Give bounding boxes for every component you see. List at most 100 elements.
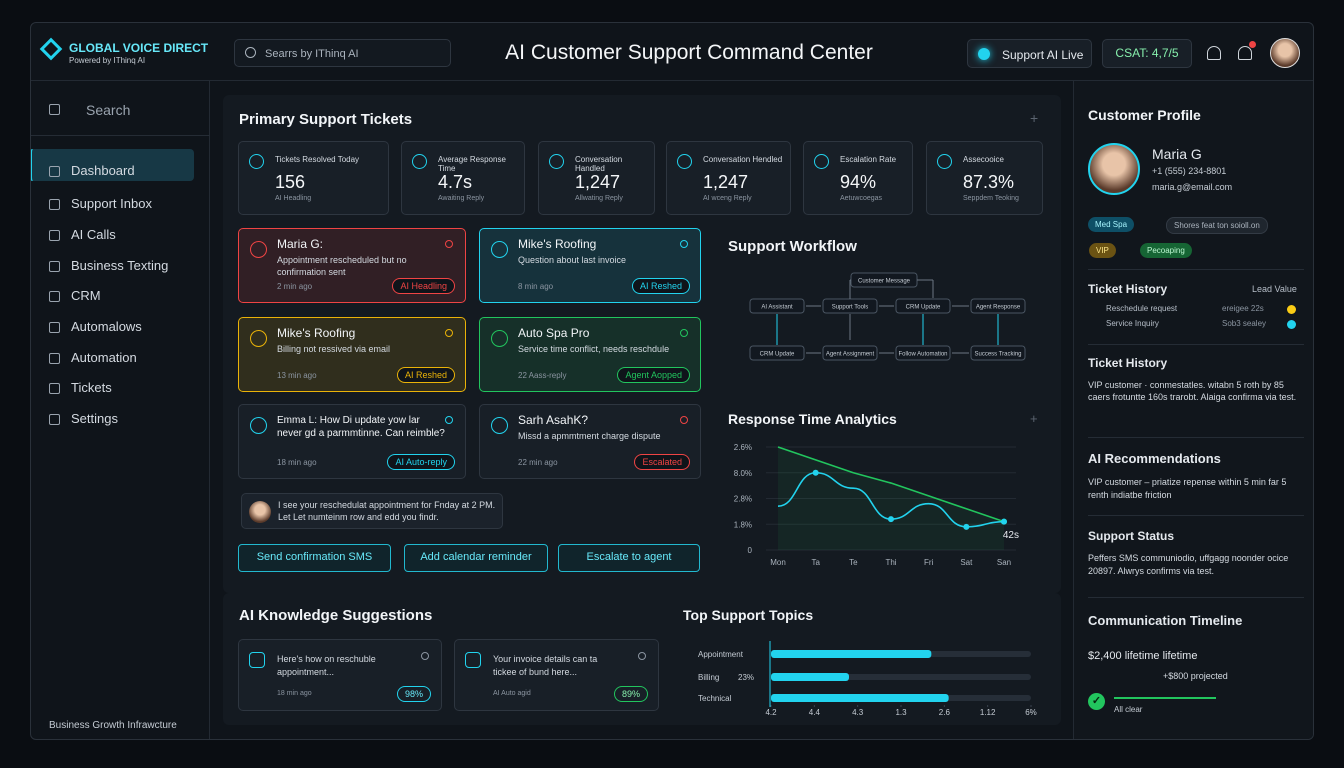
workflow-node [749,345,805,361]
ticket-card[interactable]: Maria G: Appointment rescheduled but no c… [238,228,466,303]
stat-value: 156 [275,172,306,192]
history-value: Sob3 sealey [1222,319,1267,328]
card-text: Here's how on reschuble appointment... [277,654,376,677]
nav-icon [49,261,60,272]
workflow-node [749,298,805,314]
workflow-label: CRM Update [906,305,941,311]
stat-value: 1,247 [703,172,749,192]
card-score: 89% [613,686,648,702]
nav-active [31,149,194,181]
stat-icon [412,154,427,169]
ticket-text: Question about last invoice [518,255,627,265]
nav-item[interactable]: CRM [71,288,101,303]
nav-item[interactable]: Automation [71,350,137,365]
search-box[interactable]: Searrs by IThinq AI [234,39,451,67]
ticket-time: 22 Aass-reply [518,371,567,380]
check-icon: ✓ [1088,693,1105,710]
x-tick-label: 4.2 [765,708,777,717]
panel-title: Primary Support Tickets [239,111,413,128]
nav-item[interactable]: Automalows [71,319,142,334]
tag: Pecoaping [1140,243,1192,258]
workflow-label: AI Assistant [761,305,793,311]
profile-title: Customer Profile [1088,107,1201,123]
add-icon[interactable]: + [1030,411,1038,426]
ticket-time: 18 min ago [277,458,317,467]
knowledge-panel: AI Knowledge Suggestions Top Support Top… [223,593,1061,725]
action-button[interactable]: Escalate to agent [558,544,700,572]
ticket-badge: AI Reshed [396,367,455,383]
x-tick-label: 1.12 [980,708,996,717]
ticket-card[interactable]: Sarh AsahK? Missd a apmmtment charge disp… [479,404,701,479]
nav-item[interactable]: Tickets [71,380,112,395]
add-icon[interactable]: + [1030,110,1039,126]
nav-item[interactable]: Settings [71,411,118,426]
profile-name: Maria G [1152,146,1202,162]
stat-card: Assecooice 87.3% Seppdem Teoking [926,141,1043,215]
x-tick-label: 4.4 [809,708,821,717]
stat-value: 4.7s [438,172,473,192]
ticket-time: 2 min ago [277,282,313,291]
ticket-name: Auto Spa Pro [518,326,590,340]
brand-sub: Powered by IThinq AI [69,56,146,65]
alert-icon[interactable] [1238,46,1252,60]
nav-item[interactable]: Dashboard [71,163,135,178]
action-button[interactable]: Add calendar reminder [404,544,548,572]
nav-item[interactable]: Support Inbox [71,196,152,211]
nav-item[interactable]: Business Texting [71,258,169,273]
bell-icon[interactable] [1207,46,1221,60]
chat-bubble: I see your reschedulat appointment for F… [241,493,503,529]
stat-icon [249,154,264,169]
sidebar-footer: Business Growth Infrawcture [49,720,177,731]
ticket-badge: Escalated [634,454,690,470]
status-title: Support Status [1088,529,1174,543]
projected: +$800 projected [1163,671,1228,681]
csat-pill[interactable]: CSAT: 4,7/5 [1102,39,1192,68]
stat-card: Conversation Handled 1,247 Allwating Reply [538,141,655,215]
category-label: Billing [698,673,719,682]
y-tick-label: 0 [748,546,753,555]
workflow-node [895,298,951,314]
knowledge-card[interactable]: Your invoice details can ta tickee of bu… [454,639,659,711]
history-title: Ticket History [1088,282,1168,296]
history-item: Service Inquiry [1106,319,1159,328]
nav-icon [49,414,60,425]
topics-chart: 4.2 4.4 4.3 1.3 2.6 1.12 6% Appointment Billing T… [698,641,1037,717]
stat-card: Average Response Time 4.7s Awaiting Reply [401,141,525,215]
nav-item[interactable]: AI Calls [71,227,116,242]
stat-icon [814,154,829,169]
knowledge-card[interactable]: Here's how on reschuble appointment... 18… [238,639,442,711]
stat-label: Escalation Rate [840,155,897,164]
stat-card: Escalation Rate 94% Aetuwcoegas [803,141,913,215]
ticket-card[interactable]: Auto Spa Pro Service time conflict, needs… [479,317,701,392]
rec-title: AI Recommendations [1088,451,1221,466]
stat-note: AI wceng Reply [703,195,752,202]
action-button[interactable]: Send confirmation SMS [238,544,391,572]
workflow-node [895,345,951,361]
x-tick-label: 1.3 [895,708,907,717]
stat-icon [677,154,692,169]
series-point [888,516,894,523]
status-pill[interactable]: Support AI Live [967,39,1092,68]
ticket-text: Service time conflict, needs reschdule [518,344,670,354]
ticket-time: 22 min ago [518,458,558,467]
series-point [963,523,970,530]
ticket-icon [491,330,508,347]
ticket-icon [250,417,267,434]
sidebar-search[interactable]: Search [86,102,131,118]
x-tick-label: Mon [770,558,786,567]
ticket-card[interactable]: Mike's Roofing Question about last invoic… [479,228,701,303]
search-placeholder: Searrs by IThinq AI [265,48,359,60]
workflow-node [822,345,878,361]
chat-avatar [249,501,271,523]
bar [771,650,932,658]
user-avatar[interactable] [1270,38,1300,68]
bar-annotation: 23% [738,673,754,682]
ticket-card[interactable]: Emma L: How Di update yow lar never gd a… [238,404,466,479]
x-tick-label: Te [849,558,858,567]
ticket-badge: AI Auto-reply [387,454,455,470]
history-value: ereigee 22s [1222,304,1264,313]
ticket-card[interactable]: Mike's Roofing Billing not ressived via e… [238,317,466,392]
status-dot [978,48,990,60]
y-tick-label: 2.8% [734,495,752,504]
card-dot [638,652,646,660]
